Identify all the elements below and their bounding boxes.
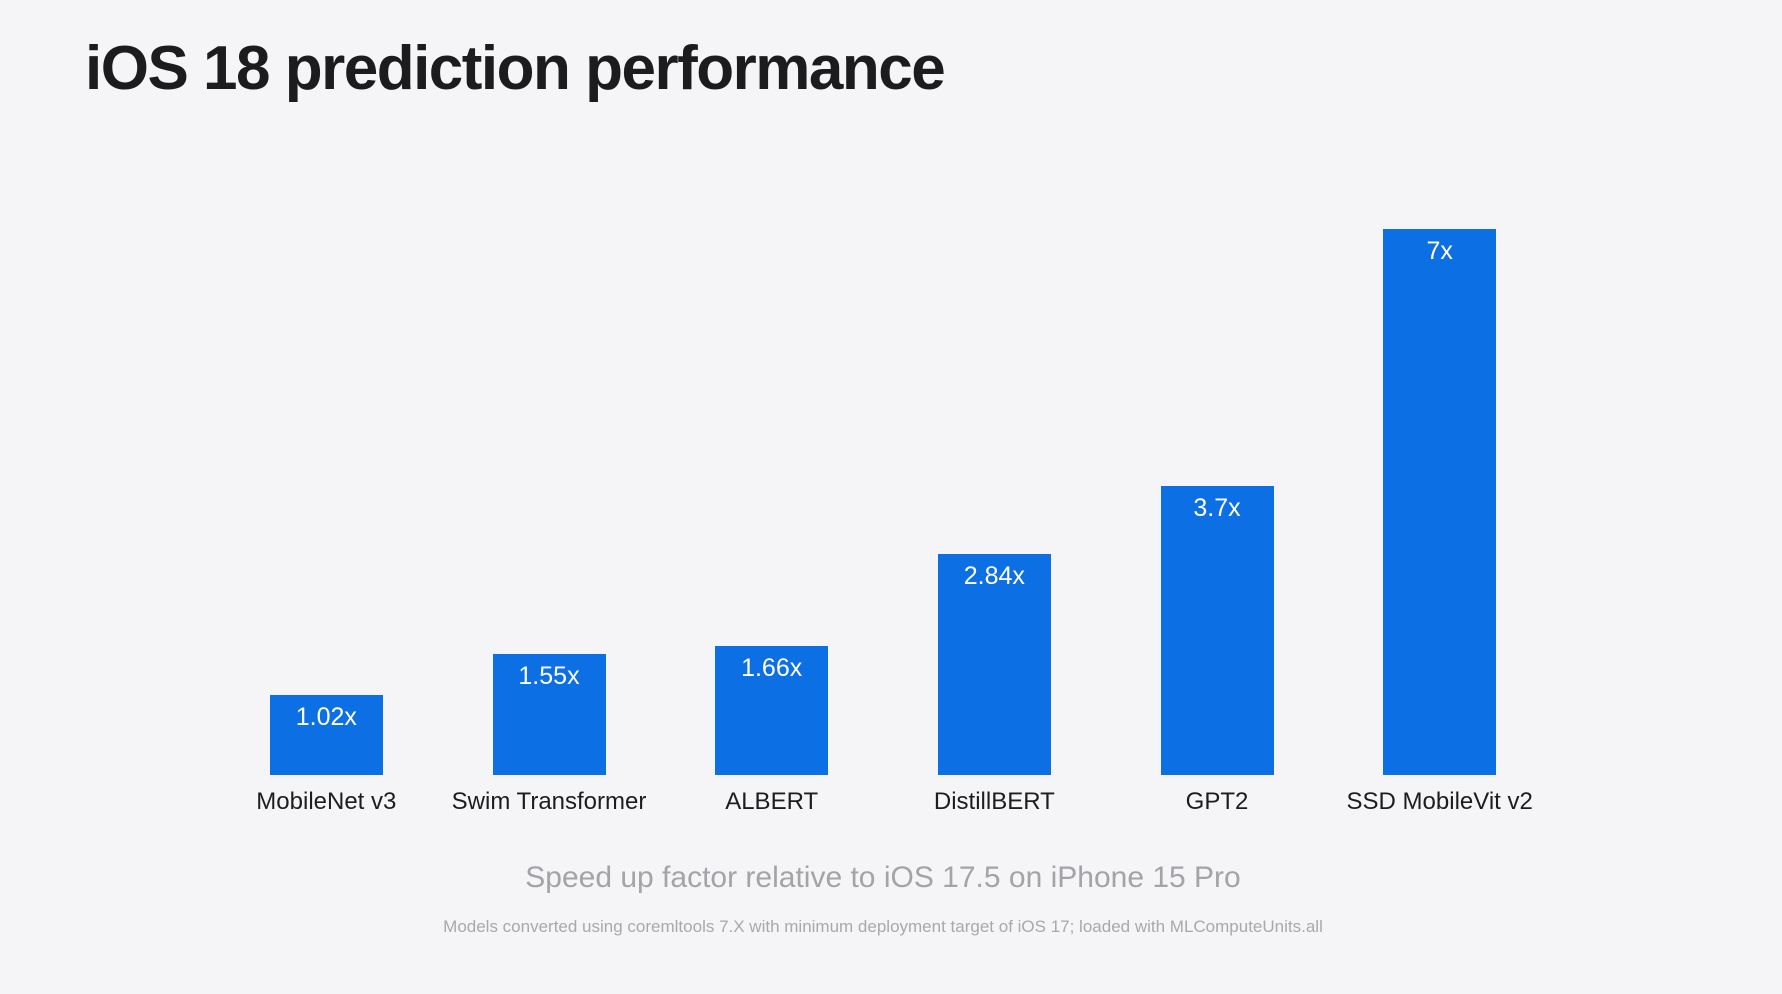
bar-column: 1.55x	[438, 229, 661, 775]
bar: 7x	[1383, 229, 1497, 775]
bar: 3.7x	[1160, 486, 1274, 775]
bar-value-label: 2.84x	[963, 561, 1025, 590]
bar: 1.55x	[492, 654, 606, 775]
category-label: ALBERT	[725, 788, 819, 815]
category-axis: MobileNet v3 Swim Transformer ALBERT Distil…	[215, 788, 1551, 816]
bar-area: 3.7x	[1106, 229, 1329, 775]
bar-area: 1.55x	[438, 229, 661, 775]
bar-value-label: 1.02x	[295, 703, 357, 732]
bar-area: 1.66x	[660, 229, 883, 775]
bar: 1.02x	[269, 695, 383, 775]
bar-value-label: 3.7x	[1193, 494, 1241, 523]
bar-chart: 1.02x 1.55x 1.66x 2.84x 3.7x 7x MobileNet v3 S…	[215, 229, 1551, 816]
bar: 2.84x	[937, 553, 1051, 775]
bar-column: 2.84x	[883, 229, 1106, 775]
bar-area: 1.02x	[215, 229, 438, 775]
category-label: DistillBERT	[933, 788, 1055, 815]
chart-subtitle: Speed up factor relative to iOS 17.5 on …	[525, 861, 1241, 894]
chart-footnote: Models converted using coremltools 7.X w…	[443, 917, 1323, 936]
bar-value-label: 1.55x	[518, 662, 580, 691]
bar: 1.66x	[715, 645, 829, 775]
bar-column: 1.66x	[660, 229, 883, 775]
category-label: MobileNet v3	[256, 788, 397, 815]
category-label: GPT2	[1185, 788, 1249, 815]
bar-column: 7x	[1328, 229, 1551, 775]
page-title: iOS 18 prediction performance	[85, 34, 946, 103]
bar-area: 7x	[1328, 229, 1551, 775]
bar-column: 3.7x	[1106, 229, 1329, 775]
plot-area: 1.02x 1.55x 1.66x 2.84x 3.7x 7x	[215, 229, 1551, 775]
bar-value-label: 7x	[1426, 237, 1453, 265]
bar-column: 1.02x	[215, 229, 438, 775]
category-label: Swim Transformer	[451, 788, 647, 815]
bar-value-label: 1.66x	[741, 653, 803, 682]
category-label: SSD MobileVit v2	[1346, 788, 1533, 815]
bar-area: 2.84x	[883, 229, 1106, 775]
